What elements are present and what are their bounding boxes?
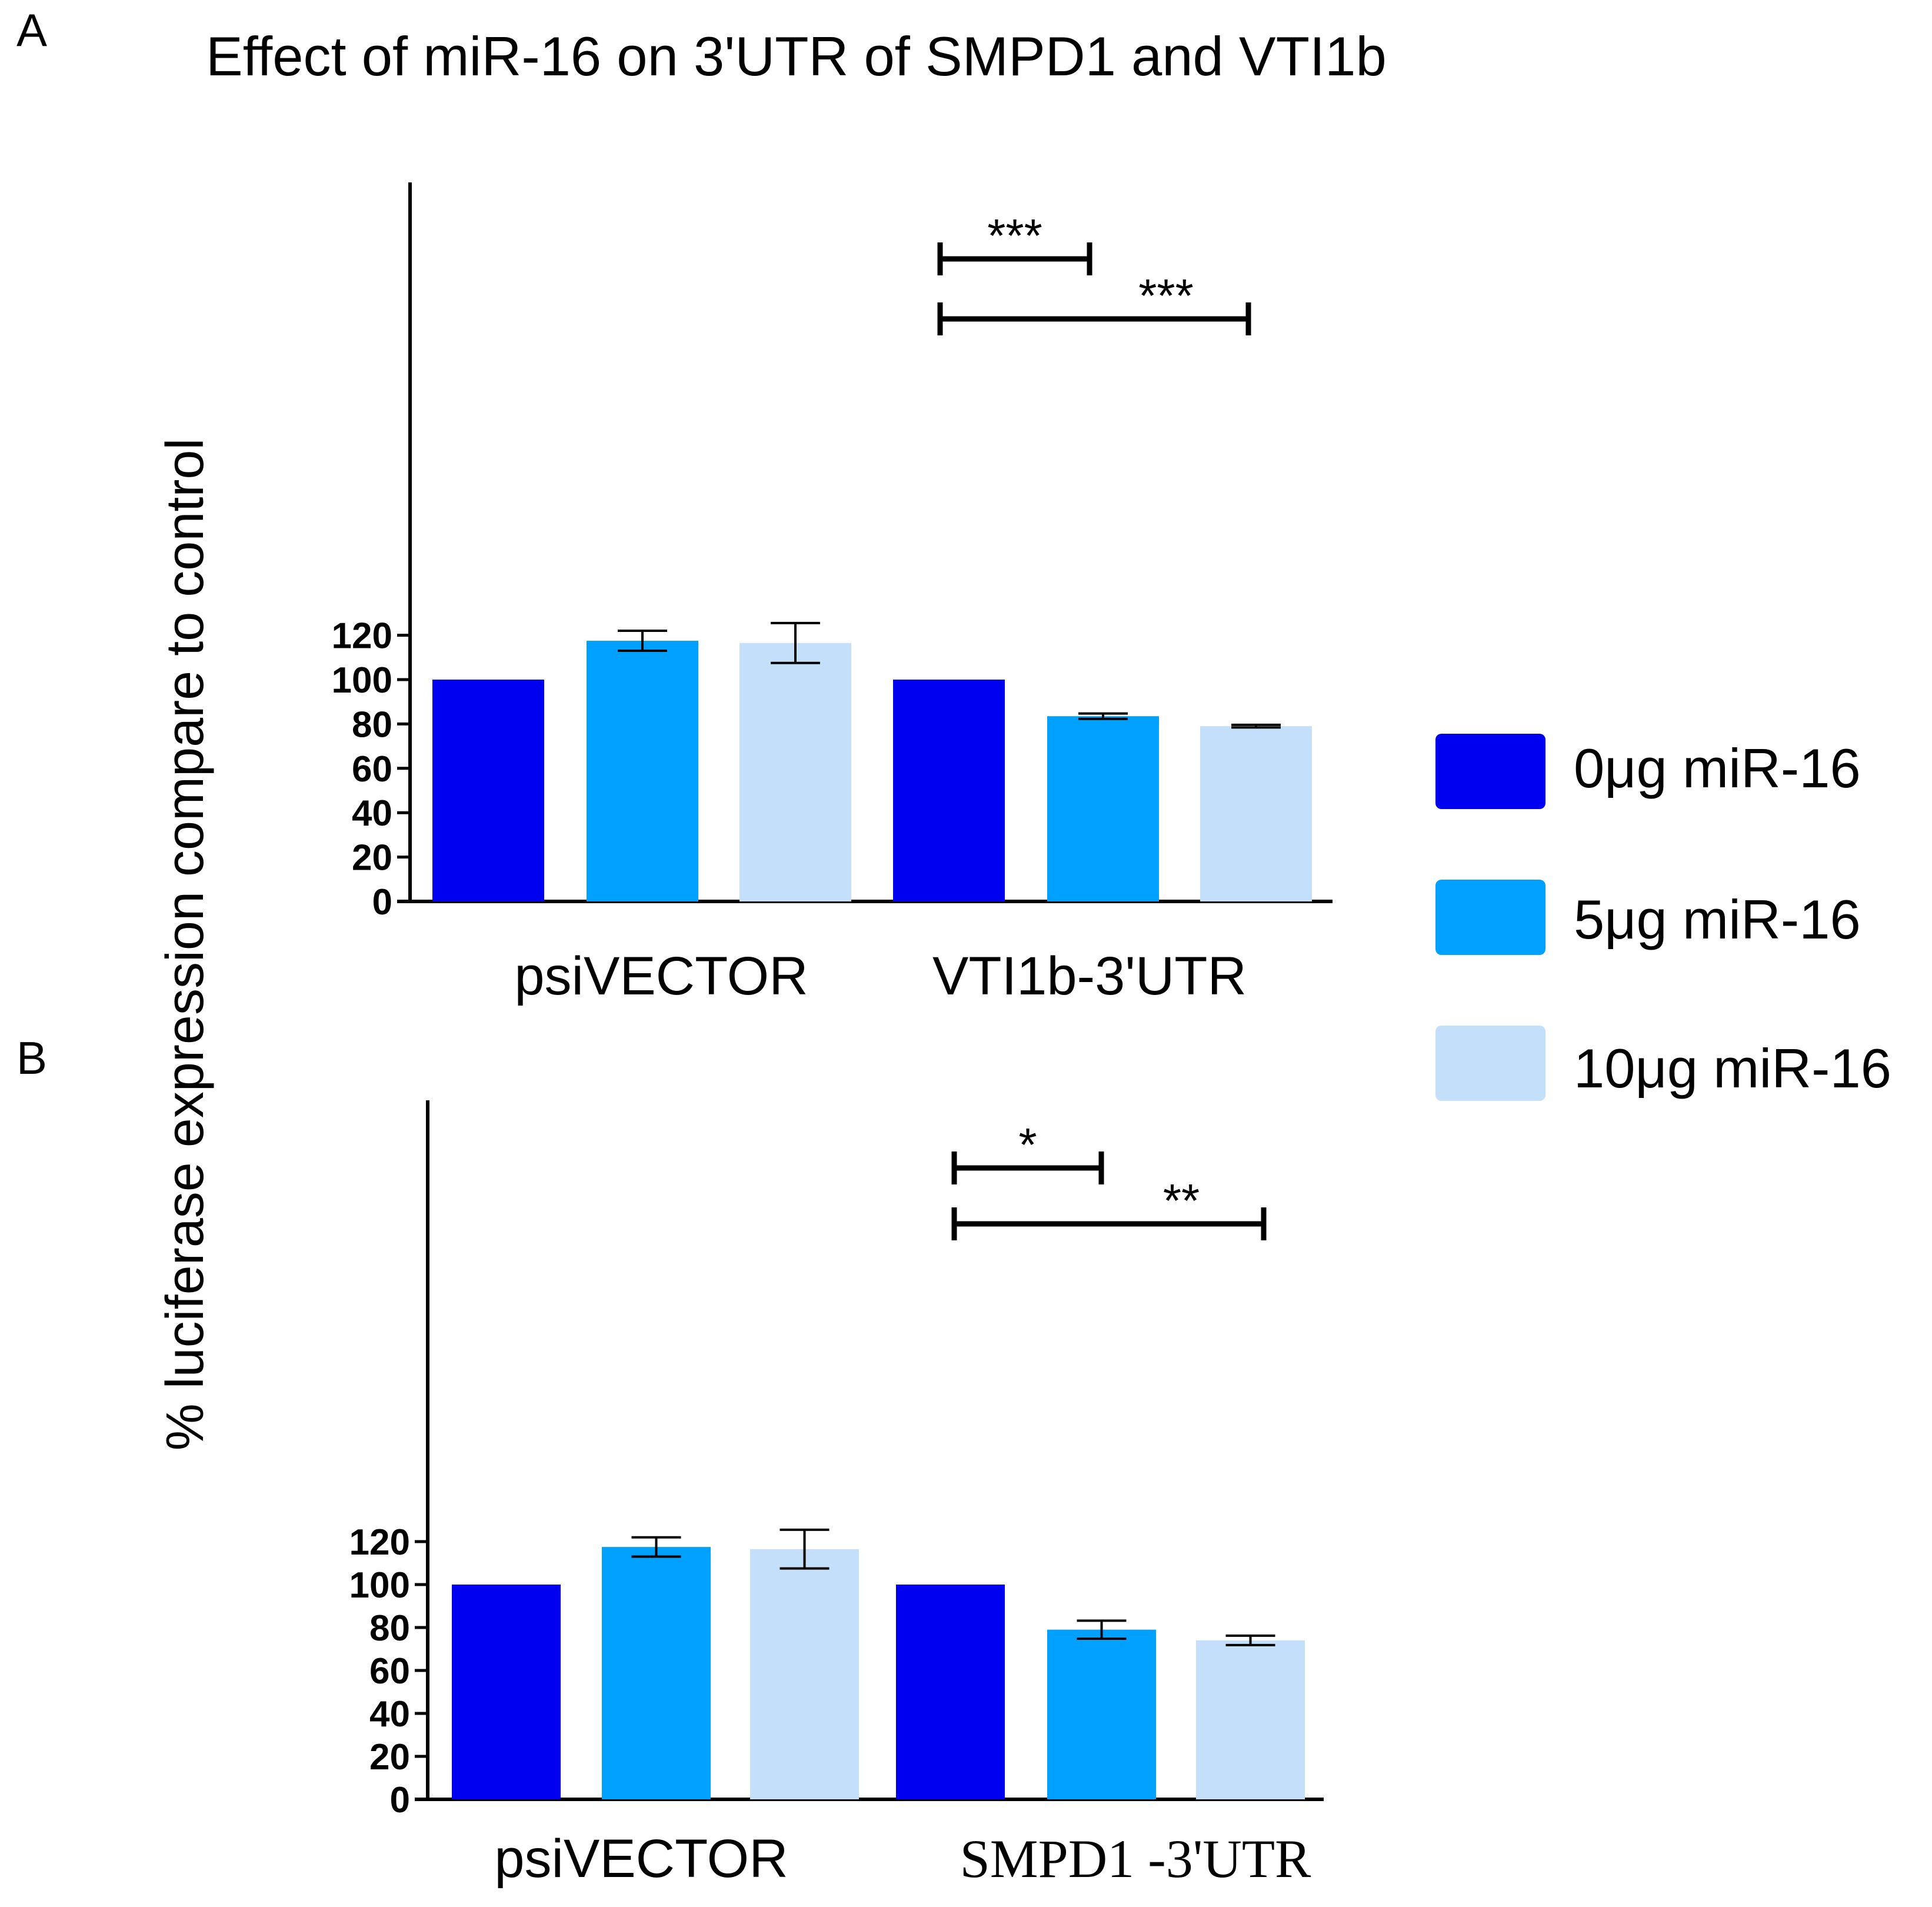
significance-label: * (1018, 1119, 1037, 1171)
significance-label: *** (987, 209, 1042, 262)
significance-label: *** (1138, 269, 1193, 322)
y-tick-label: 40 (369, 1694, 410, 1735)
y-tick-label: 100 (332, 660, 392, 701)
category-label: SMPD1 -3'UTR (960, 1829, 1311, 1889)
bar (452, 1585, 561, 1799)
y-tick-label: 120 (332, 616, 392, 657)
bar (602, 1547, 711, 1799)
y-tick-label: 120 (349, 1522, 410, 1563)
category-label: VTI1b-3'UTR (932, 946, 1247, 1006)
y-tick-label: 0 (372, 882, 392, 923)
category-label: psiVECTOR (494, 1829, 788, 1889)
legend-label-10ug: 10μg miR-16 (1574, 1037, 1891, 1099)
legend-swatch-10ug (1435, 1026, 1545, 1101)
legend: 0μg miR-16 5μg miR-16 10μg miR-16 (1435, 734, 1891, 1101)
significance-label: ** (1163, 1174, 1200, 1227)
bar (750, 1549, 859, 1799)
bar (1047, 1629, 1156, 1799)
bar (1047, 716, 1159, 901)
bar (432, 680, 544, 901)
bar (893, 680, 1005, 901)
bar (1200, 726, 1312, 901)
panel-label-b: B (16, 1032, 47, 1084)
y-tick-label: 80 (352, 704, 392, 745)
y-tick-label: 20 (352, 838, 392, 878)
y-tick-label: 60 (352, 749, 392, 790)
bar (896, 1585, 1005, 1799)
legend-swatch-5ug (1435, 880, 1545, 955)
bar (740, 643, 851, 901)
bar (587, 641, 698, 901)
y-tick-label: 100 (349, 1565, 410, 1606)
y-tick-label: 40 (352, 793, 392, 834)
panel-label-a: A (16, 4, 47, 56)
figure-title: Effect of miR-16 on 3'UTR of SMPD1 and V… (206, 25, 1387, 87)
legend-label-5ug: 5μg miR-16 (1574, 888, 1861, 950)
y-axis-label: % luciferase expression compare to contr… (156, 438, 215, 1451)
legend-label-0ug: 0μg miR-16 (1574, 737, 1861, 799)
category-label: psiVECTOR (514, 946, 808, 1006)
y-tick-label: 20 (369, 1737, 410, 1778)
y-tick-label: 80 (369, 1608, 410, 1649)
legend-swatch-0ug (1435, 734, 1545, 809)
y-tick-label: 60 (369, 1651, 410, 1692)
bar (1196, 1640, 1305, 1799)
y-tick-label: 0 (390, 1780, 410, 1821)
